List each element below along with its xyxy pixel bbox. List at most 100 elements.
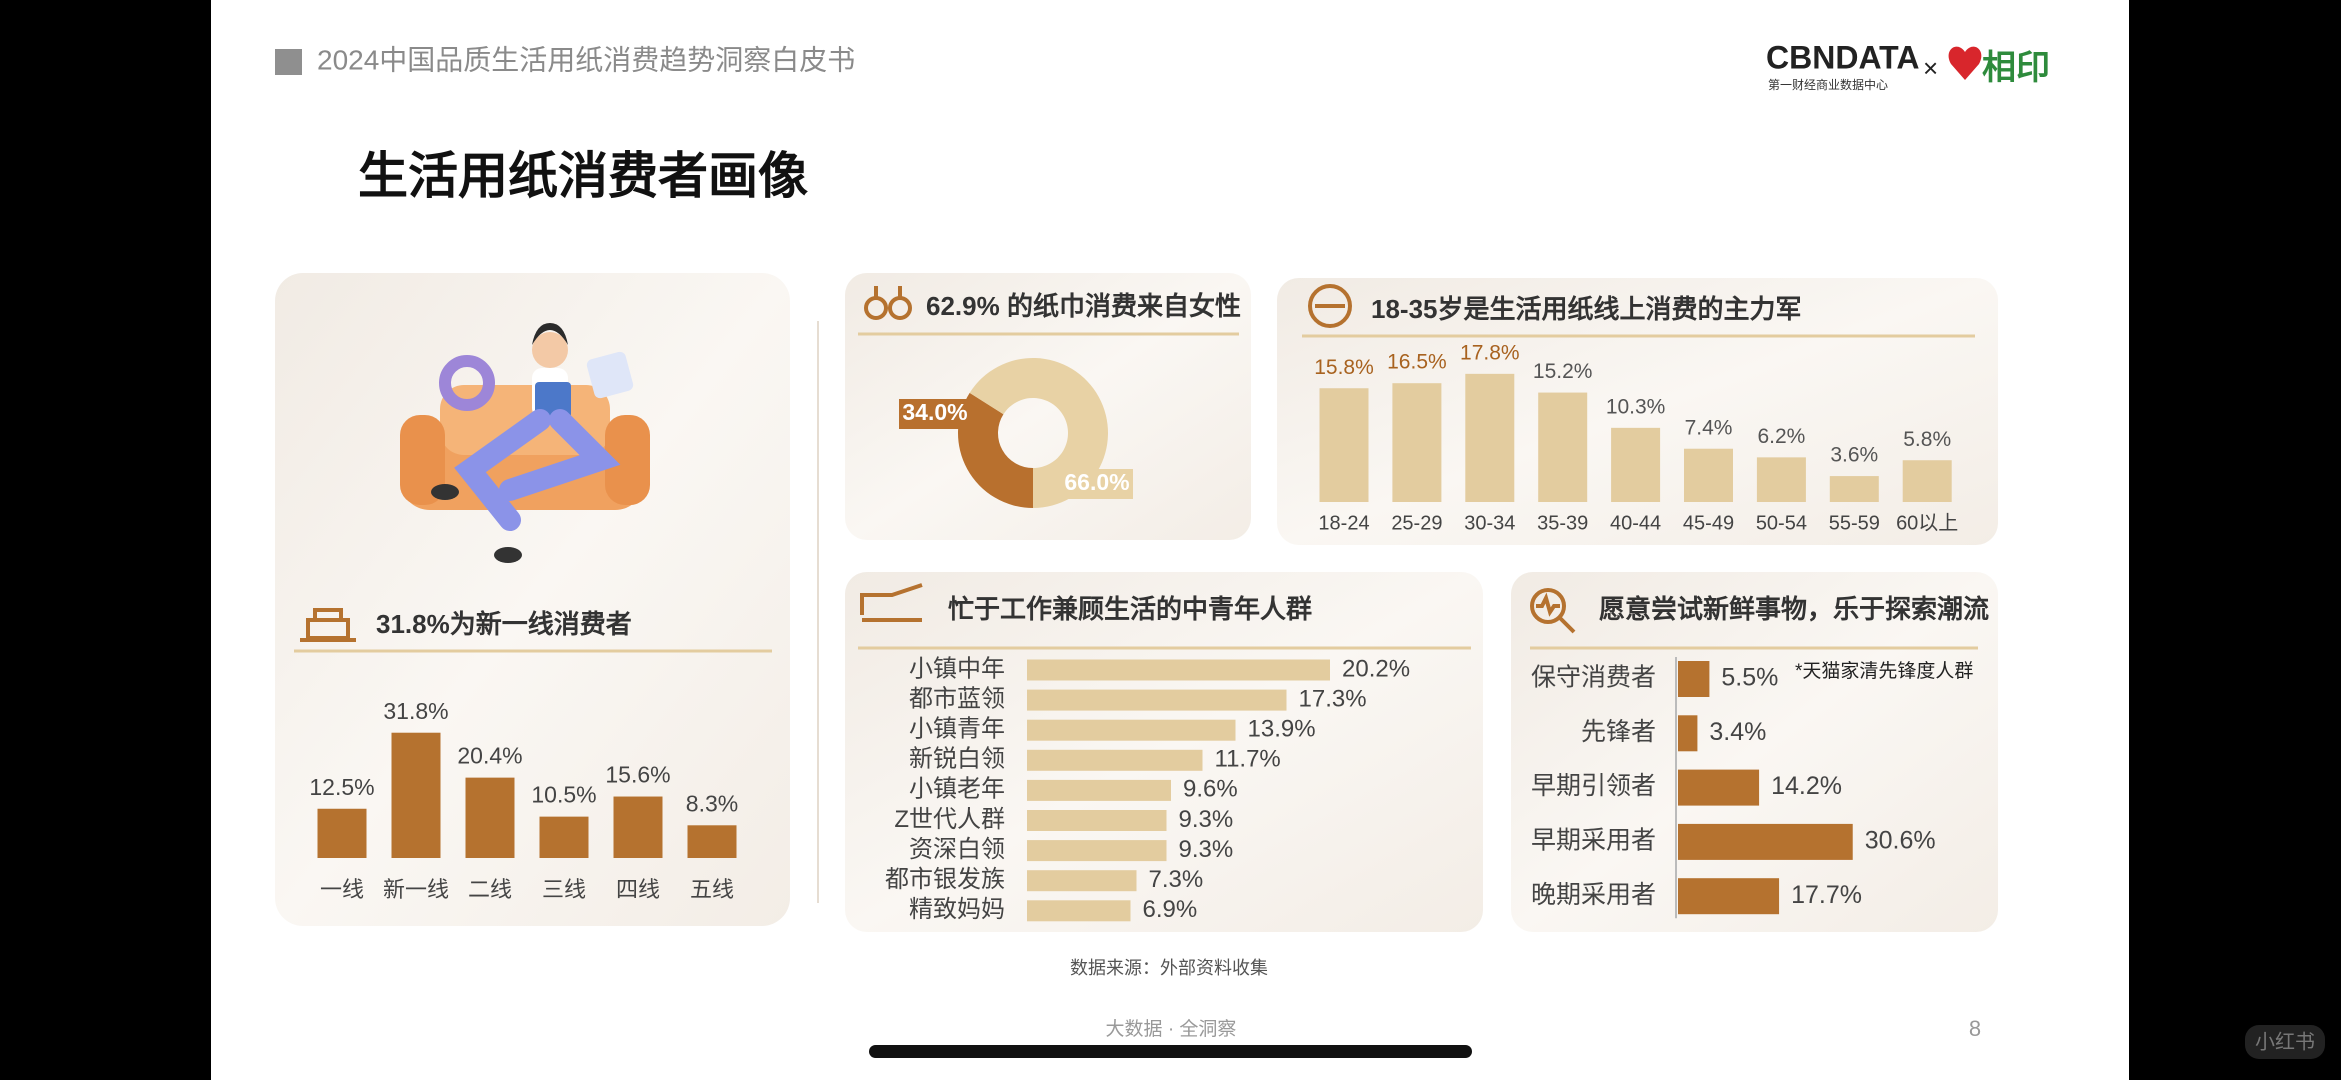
category-label: 小镇老年 [909,776,1005,803]
illustration [400,323,650,563]
category-label: 小镇中年 [909,655,1005,682]
panel [1511,572,1998,932]
value-label: 31.8% [383,698,448,724]
footer: 大数据 · 全洞察 [1106,1018,1237,1040]
page-title: 生活用纸消费者画像 [358,148,808,204]
source: 数据来源：外部资料收集 [1070,958,1268,978]
value-label: 12.5% [309,774,374,800]
value-label: 14.2% [1771,772,1842,800]
value-label: 17.7% [1791,881,1862,909]
value-label: 10.5% [531,782,596,808]
chart-title: 忙于工作兼顾生活的中青年人群 [948,594,1312,624]
bar [1027,840,1167,862]
bar [1392,383,1442,502]
category-label: 先锋者 [1581,718,1656,746]
value-label: 5.5% [1721,664,1778,692]
chart-title: 愿意尝试新鲜事物，乐于探索潮流 [1599,594,1989,624]
watermark-box [2245,1025,2325,1059]
panel [845,273,1251,540]
bar [1027,900,1131,922]
bar [1027,870,1137,892]
value-label: 17.3% [1299,685,1367,712]
chart-title: 62.9% 的纸巾消费来自女性 [926,291,1241,321]
value-label: 20.2% [1342,655,1410,682]
value-label: 7.4% [1685,416,1733,439]
category-label: 30-34 [1464,512,1515,534]
category-label: 早期采用者 [1531,827,1656,855]
value-label: 66.0% [1064,469,1129,495]
bar [1678,661,1710,697]
value-label: 5.8% [1903,428,1951,451]
bar [1027,689,1287,711]
logo-subtitle: 第一财经商业数据中心 [1768,77,1888,92]
bar [1678,769,1760,806]
value-label: 9.3% [1179,806,1234,833]
value-label: 6.2% [1757,425,1805,448]
category-label: 60以上 [1896,511,1958,534]
category-label: 二线 [468,877,512,902]
bar [1756,457,1806,502]
category-label: 25-29 [1391,512,1442,534]
category-label: 三线 [542,877,586,902]
bar [1611,427,1661,502]
bar [391,732,441,858]
chart-title: 31.8%为新一线消费者 [376,609,632,639]
value-label: 16.5% [1387,351,1447,374]
watermark: 小红书 [2255,1030,2315,1053]
bar [1027,779,1171,801]
chart-title: 18-35岁是生活用纸线上消费的主力军 [1371,294,1802,324]
value-label: 30.6% [1865,827,1936,855]
bar [1902,460,1952,502]
value-label: 13.9% [1248,716,1316,743]
bar [1678,823,1853,860]
category-label: 都市银发族 [885,866,1005,893]
category-label: Z世代人群 [894,806,1005,833]
bar [1538,392,1588,502]
partner-logo: 相印 [1982,49,2050,87]
value-label: 15.6% [605,762,670,788]
bar [1027,719,1236,741]
bar [687,825,737,858]
home-indicator [869,1045,1472,1058]
bar [1027,659,1330,681]
partner-heart [1948,46,1982,80]
category-label: 一线 [320,877,364,902]
category-label: 晚期采用者 [1531,881,1656,909]
value-label: 9.6% [1183,776,1238,803]
label-box [1061,469,1133,499]
category-label: 45-49 [1683,512,1734,534]
category-label: 35-39 [1537,512,1588,534]
page-number: 8 [1969,1016,1981,1041]
category-label: 四线 [616,877,660,902]
category-label: 18-24 [1318,512,1369,534]
panel [1277,278,1998,545]
header-square [275,49,302,75]
value-label: 20.4% [457,743,522,769]
value-label: 17.8% [1460,341,1520,364]
value-label: 10.3% [1606,395,1666,418]
value-label: 8.3% [686,790,738,816]
category-label: 资深白领 [909,836,1005,863]
logo: CBNDATA [1766,39,1919,75]
report-title: 2024中国品质生活用纸消费趋势洞察白皮书 [317,44,855,75]
category-label: 小镇青年 [909,716,1005,743]
category-label: 都市蓝领 [909,685,1005,712]
value-label: 34.0% [902,399,967,425]
category-label: 早期引领者 [1531,772,1656,800]
category-label: 50-54 [1756,512,1807,534]
value-label: 3.4% [1709,718,1766,746]
value-label: 11.7% [1215,746,1281,773]
category-label: 精致妈妈 [909,896,1005,923]
note: *天猫家清先锋度人群 [1795,660,1973,682]
bar [1678,878,1780,915]
logo-separator: × [1923,53,1938,83]
bar [1027,810,1167,831]
bar [1027,749,1203,771]
category-label: 55-59 [1829,512,1880,534]
value-label: 9.3% [1179,836,1234,863]
bar [613,796,663,858]
bar [1829,476,1879,502]
bar [1678,715,1698,752]
